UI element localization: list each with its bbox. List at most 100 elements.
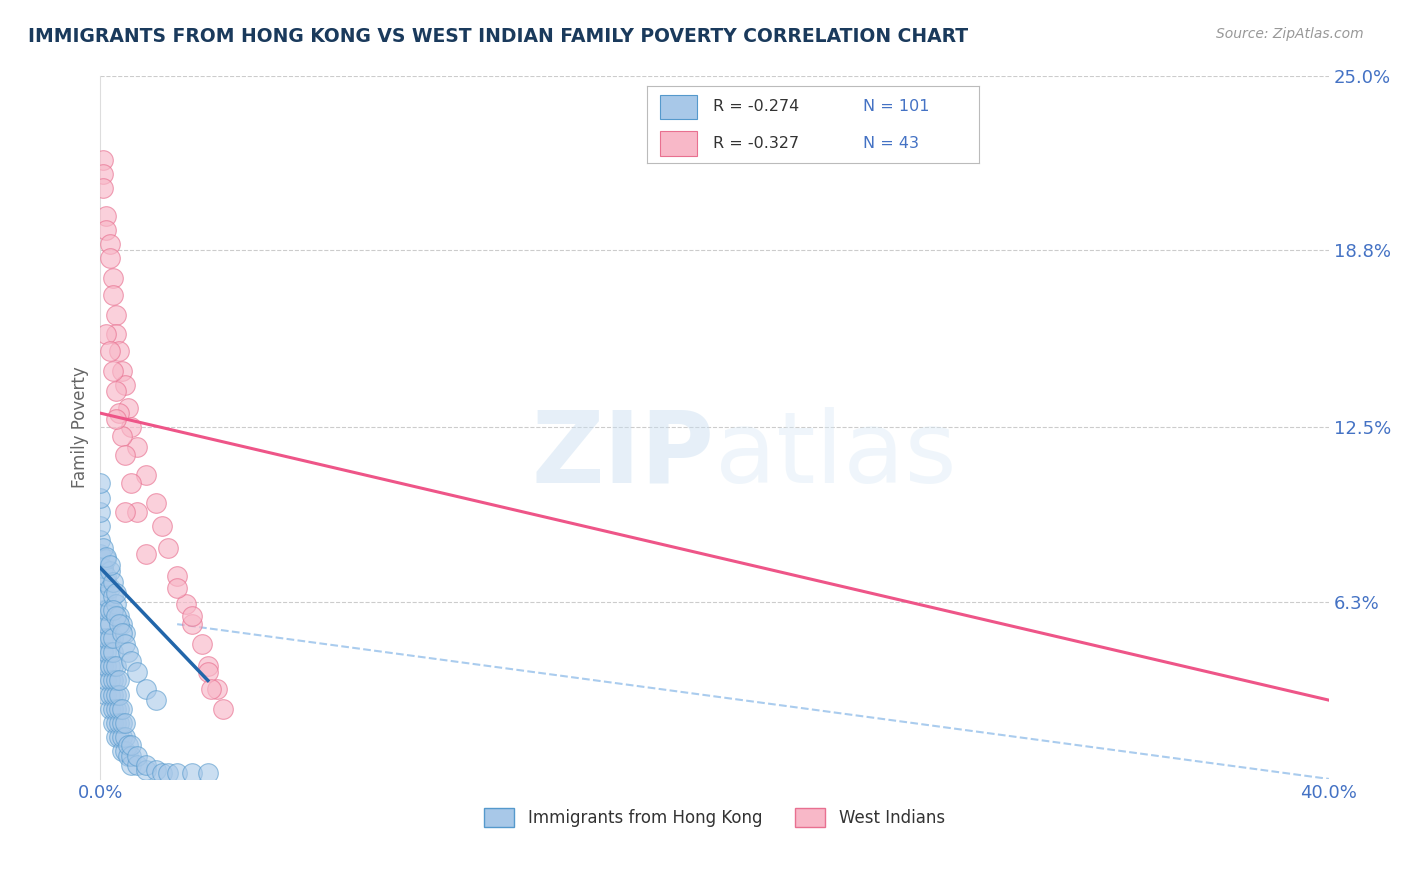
Point (93, 632, 115, 646)
Point (98, 617, 121, 632)
Point (120, 420, 142, 434)
Point (98, 673, 121, 688)
Text: ZIP: ZIP (531, 407, 714, 504)
Point (114, 625, 136, 640)
Point (96, 617, 118, 632)
Point (114, 715, 136, 730)
Point (93, 153, 115, 167)
Point (96, 632, 118, 646)
Point (107, 701, 129, 715)
Point (104, 688, 127, 702)
Point (104, 659, 127, 673)
Point (111, 715, 134, 730)
Point (104, 308, 127, 322)
Point (89, 518, 111, 533)
Text: IMMIGRANTS FROM HONG KONG VS WEST INDIAN FAMILY POVERTY CORRELATION CHART: IMMIGRANTS FROM HONG KONG VS WEST INDIAN… (28, 27, 969, 45)
Point (120, 654, 142, 668)
Point (104, 608, 127, 623)
Point (145, 496, 167, 510)
Point (93, 541, 115, 556)
Point (111, 701, 134, 715)
Point (197, 665, 219, 679)
Point (114, 505, 136, 519)
Point (101, 659, 124, 673)
Point (111, 364, 134, 378)
Point (181, 617, 204, 632)
Point (96, 574, 118, 589)
Point (107, 406, 129, 420)
Point (107, 617, 129, 632)
Point (101, 645, 124, 659)
Point (93, 561, 115, 575)
Point (101, 603, 124, 617)
Point (104, 673, 127, 688)
Point (98, 645, 121, 659)
Point (96, 603, 118, 617)
Point (104, 327, 127, 342)
Point (93, 561, 115, 575)
Point (181, 766, 204, 780)
Point (89, 547, 111, 561)
Point (101, 271, 124, 285)
Point (104, 384, 127, 398)
Point (114, 744, 136, 758)
Point (96, 659, 118, 673)
Point (104, 701, 127, 715)
Point (107, 344, 129, 359)
Point (205, 681, 228, 696)
Point (98, 701, 121, 715)
Point (104, 586, 127, 600)
Point (166, 766, 188, 780)
Point (212, 701, 235, 715)
Point (120, 749, 142, 764)
Point (120, 738, 142, 752)
Point (96, 589, 118, 603)
Point (93, 574, 115, 589)
Point (98, 603, 121, 617)
Point (114, 637, 136, 651)
Point (98, 581, 121, 595)
Point (114, 448, 136, 462)
Point (197, 766, 219, 780)
Point (89, 476, 111, 491)
Point (107, 608, 129, 623)
Point (127, 665, 149, 679)
Point (101, 574, 124, 589)
Point (117, 645, 139, 659)
Point (93, 167, 115, 181)
Point (96, 552, 118, 566)
Point (117, 401, 139, 415)
Point (145, 693, 167, 707)
Legend: Immigrants from Hong Kong, West Indians: Immigrants from Hong Kong, West Indians (478, 801, 952, 834)
Point (104, 715, 127, 730)
Point (135, 468, 157, 483)
Point (127, 440, 149, 454)
Point (111, 744, 134, 758)
Point (101, 589, 124, 603)
Point (98, 564, 121, 578)
Point (93, 589, 115, 603)
Point (98, 659, 121, 673)
Point (104, 411, 127, 425)
Point (135, 757, 157, 772)
Point (156, 766, 179, 780)
Point (190, 637, 212, 651)
Point (104, 598, 127, 612)
Y-axis label: Family Poverty: Family Poverty (72, 367, 89, 488)
Point (111, 730, 134, 744)
Point (93, 645, 115, 659)
Point (111, 428, 134, 442)
Point (96, 645, 118, 659)
Point (111, 625, 134, 640)
Point (114, 378, 136, 392)
Point (135, 681, 157, 696)
Point (101, 288, 124, 302)
Point (101, 715, 124, 730)
Point (93, 181, 115, 195)
Point (107, 730, 129, 744)
Point (93, 659, 115, 673)
Point (96, 688, 118, 702)
Point (107, 715, 129, 730)
Point (96, 569, 118, 583)
Point (135, 764, 157, 778)
